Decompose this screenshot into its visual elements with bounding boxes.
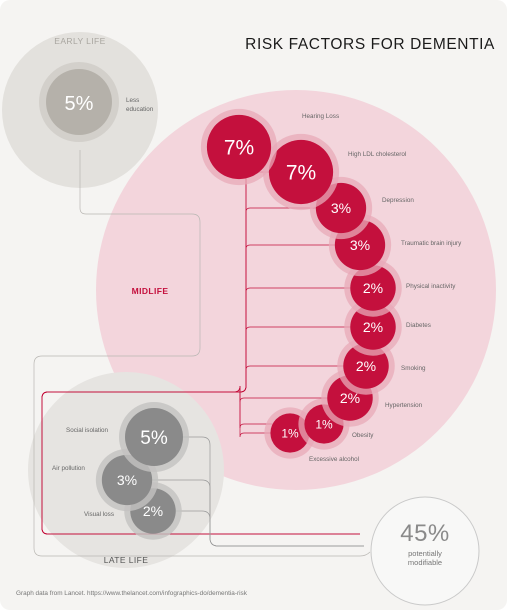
midlife-factor-value: 2% <box>340 390 360 406</box>
late-life-label: LATE LIFE <box>104 555 149 565</box>
early-factor-value: 5% <box>65 93 94 115</box>
late-factor-value: 5% <box>140 428 168 449</box>
page-title: RISK FACTORS FOR DEMENTIA <box>245 36 495 53</box>
total-circle <box>370 496 480 606</box>
midlife-factor-label: Traumatic brain injury <box>401 240 462 247</box>
midlife-factor-value: 3% <box>350 237 370 253</box>
early-factor-circle <box>46 69 112 135</box>
midlife-factor-label: Hypertension <box>385 402 423 409</box>
midlife-factor-label: Diabetes <box>406 322 431 329</box>
midlife-factor-value: 7% <box>286 162 316 185</box>
late-factor-label: Air pollution <box>52 465 85 472</box>
midlife-factor-value: 7% <box>224 137 254 160</box>
total-badge: 45% potentially modifiable <box>370 496 480 606</box>
midlife-label: MIDLIFE <box>132 286 169 296</box>
total-value: 45% <box>400 520 450 547</box>
midlife-area <box>96 90 496 490</box>
source-footnote: Graph data from Lancet. https://www.thel… <box>16 590 247 597</box>
midlife-factor-label: Depression <box>382 197 414 204</box>
midlife-factor-label: Physical inactivity <box>406 283 456 290</box>
early-life-label: EARLY LIFE <box>54 36 105 46</box>
midlife-factor-value: 2% <box>356 358 376 374</box>
midlife-factor-label: Excessive alcohol <box>309 456 359 463</box>
midlife-factor-label: Obesity <box>352 432 374 439</box>
midlife-factor-value: 1% <box>315 417 333 431</box>
late-factor-value: 2% <box>143 503 163 519</box>
midlife-factor-value: 2% <box>363 280 383 296</box>
midlife-factor-value: 3% <box>331 200 351 216</box>
late-life-connector <box>153 510 364 547</box>
midlife-factor-circle-diabetes <box>350 304 396 350</box>
connector-early-to-total <box>33 150 371 557</box>
midlife-factor-circle-high-ldl-cholesterol <box>268 139 334 205</box>
midlife-factor-label: Hearing Loss <box>302 113 339 120</box>
midlife-factor-circle-hearing-loss <box>206 114 272 180</box>
early-factor-label: Less education <box>126 97 154 113</box>
midlife-factor-value: 2% <box>363 319 383 335</box>
late-factor-circle-social-isolation <box>125 408 183 466</box>
late-factor-label: Social isolation <box>66 427 109 434</box>
midlife-factor-value: 1% <box>281 426 299 440</box>
midlife-factor-circle-physical-inactivity <box>350 265 396 311</box>
late-factor-label: Visual loss <box>84 511 114 518</box>
total-caption: potentially modifiable <box>407 549 443 567</box>
midlife-factor-label: High LDL cholesterol <box>348 151 406 158</box>
midlife-factor-label: Smoking <box>401 365 426 372</box>
late-factor-value: 3% <box>117 472 137 488</box>
midlife-connector <box>41 385 360 535</box>
